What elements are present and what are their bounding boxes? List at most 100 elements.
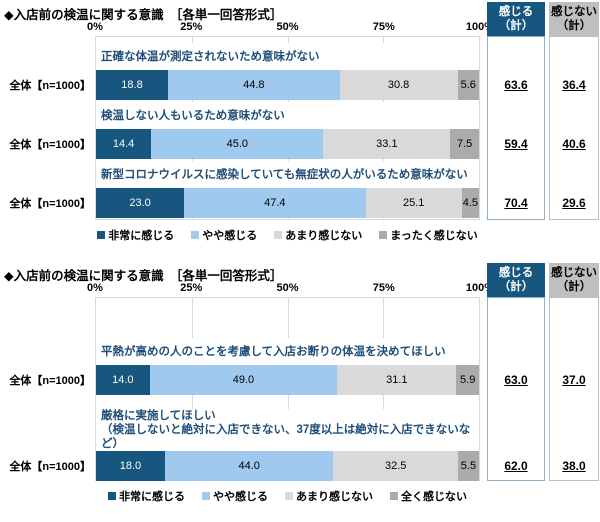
- bar-rows: 平熱が高めの人のことを考慮して入店お断りの体温を決めてほしい 全体【n=1000】…: [9, 298, 479, 481]
- x-axis-tick: 75%: [372, 282, 395, 294]
- x-axis-tick: 0%: [87, 282, 103, 294]
- question-label: 検温しない人もいるため意味がない: [96, 102, 479, 129]
- question-label: 厳格に実施してほしい （検温しないと絶対に入店できない、37度以上は絶対に入店で…: [96, 409, 479, 451]
- summary-row: 37.0: [550, 338, 598, 395]
- x-axis-tick: 75%: [372, 21, 395, 33]
- stacked-bar: 23.0 47.4 25.1 4.5: [96, 188, 479, 218]
- bar-track: 全体【n=1000】 23.0 47.4 25.1 4.5: [9, 188, 479, 218]
- summary-row: 40.6: [550, 102, 598, 159]
- summary-row: 63.0: [488, 338, 544, 395]
- not-feel-total-header: 感じない （計）: [549, 263, 599, 297]
- legend-label: あまり感じない: [296, 491, 373, 503]
- legend: 非常に感じる やや感じる あまり感じない まったく感じない: [95, 227, 480, 243]
- not-feel-total-column: 37.0 38.0: [549, 297, 599, 481]
- bar-segment: 44.8: [168, 70, 340, 100]
- bar-segment: 14.0: [96, 365, 150, 395]
- feel-total-header: 感じる （計）: [487, 263, 545, 297]
- row-category: 全体【n=1000】: [9, 375, 91, 387]
- bar-rows: 正確な体温が測定されないため意味がない 全体【n=1000】 18.8 44.8 30.…: [9, 37, 479, 218]
- x-axis-tick: 50%: [276, 21, 299, 33]
- summary-value-feel: 63.0: [504, 373, 528, 387]
- feel-total-header: 感じる （計）: [487, 2, 545, 36]
- bar-segment: 18.0: [96, 451, 165, 481]
- legend-item: あまり感じない: [285, 488, 373, 504]
- legend-swatch: [285, 492, 293, 500]
- plot-area: 正確な体温が測定されないため意味がない 全体【n=1000】 18.8 44.8 30.…: [9, 36, 480, 220]
- legend-swatch: [108, 492, 116, 500]
- legend: 非常に感じる やや感じる あまり感じない 全く感じない: [95, 488, 480, 504]
- x-axis: 0% 25% 50% 75% 100%: [87, 21, 494, 35]
- bar-row: 正確な体温が測定されないため意味がない 全体【n=1000】 18.8 44.8 30.…: [9, 43, 479, 100]
- legend-item: あまり感じない: [274, 227, 362, 243]
- legend-item: 非常に感じる: [97, 227, 174, 243]
- legend-label: 非常に感じる: [108, 230, 175, 242]
- question-label: 正確な体温が測定されないため意味がない: [96, 43, 479, 70]
- question-label: 新型コロナウイルスに感染していても無症状の人がいるため意味がない: [96, 161, 479, 188]
- bar-segment: 33.1: [323, 129, 451, 159]
- bar-track: 全体【n=1000】 18.8 44.8 30.8 5.6: [9, 70, 479, 100]
- x-axis-tick: 25%: [180, 282, 203, 294]
- summary-value-notfeel: 40.6: [562, 137, 586, 151]
- legend-swatch: [390, 492, 398, 500]
- row-category: 全体【n=1000】: [9, 139, 91, 151]
- legend-swatch: [274, 231, 283, 239]
- legend-item: 全く感じない: [390, 488, 467, 504]
- bar-segment: 45.0: [151, 129, 324, 159]
- not-feel-total-column: 36.4 40.6 29.6: [549, 36, 599, 220]
- legend-swatch: [191, 231, 200, 239]
- summary-value-feel: 59.4: [504, 137, 528, 151]
- feel-total-column: 63.6 59.4 70.4: [487, 36, 545, 220]
- legend-item: やや感じる: [191, 227, 257, 243]
- summary-value-feel: 62.0: [504, 459, 528, 473]
- legend-label: 全く感じない: [401, 491, 467, 503]
- bar-segment: 7.5: [450, 129, 479, 159]
- x-axis: 0% 25% 50% 75% 100%: [87, 282, 494, 296]
- bar-segment: 14.4: [96, 129, 152, 159]
- summary-value-feel: 63.6: [504, 78, 528, 92]
- bar-segment: 31.1: [337, 365, 457, 395]
- summary-row: 38.0: [550, 409, 598, 481]
- bar-segment: 23.0: [96, 188, 185, 218]
- legend-label: 非常に感じる: [119, 491, 185, 503]
- stacked-bar: 18.8 44.8 30.8 5.6: [96, 70, 479, 100]
- summary-row: 70.4: [488, 161, 544, 218]
- legend-swatch: [97, 231, 106, 239]
- chart-title: ◆入店前の検温に関する意識 ［各単一回答形式］: [4, 269, 283, 283]
- summary-value-notfeel: 37.0: [562, 373, 586, 387]
- x-axis-tick: 0%: [87, 21, 103, 33]
- bar-track: 全体【n=1000】 14.0 49.0 31.1 5.9: [9, 365, 479, 395]
- summary-value-notfeel: 29.6: [562, 196, 586, 210]
- not-feel-total-header: 感じない （計）: [549, 2, 599, 36]
- bar-row: 平熱が高めの人のことを考慮して入店お断りの体温を決めてほしい 全体【n=1000】…: [9, 338, 479, 395]
- feel-total-column: 63.0 62.0: [487, 297, 545, 481]
- stacked-bar: 14.4 45.0 33.1 7.5: [96, 129, 479, 159]
- bar-segment: 5.9: [456, 365, 479, 395]
- bar-row: 検温しない人もいるため意味がない 全体【n=1000】 14.4 45.0 33.1 7.…: [9, 102, 479, 159]
- summary-row: 36.4: [550, 43, 598, 100]
- legend-item: 非常に感じる: [108, 488, 185, 504]
- bar-track: 全体【n=1000】 18.0 44.0 32.5 5.5: [9, 451, 479, 481]
- summary-value-feel: 70.4: [504, 196, 528, 210]
- stacked-bar: 14.0 49.0 31.1 5.9: [96, 365, 479, 395]
- bar-segment: 32.5: [333, 451, 458, 481]
- bar-segment: 18.8: [96, 70, 168, 100]
- summary-rows: 36.4 40.6 29.6: [550, 37, 598, 218]
- summary-rows: 63.6 59.4 70.4: [488, 37, 544, 218]
- row-category: 全体【n=1000】: [9, 198, 91, 210]
- summary-value-notfeel: 38.0: [562, 459, 586, 473]
- plot-area: 平熱が高めの人のことを考慮して入店お断りの体温を決めてほしい 全体【n=1000】…: [9, 297, 480, 481]
- bar-segment: 4.5: [461, 188, 479, 218]
- summary-rows: 37.0 38.0: [550, 298, 598, 481]
- legend-item: やや感じる: [202, 488, 268, 504]
- legend-label: やや感じる: [202, 230, 258, 242]
- bar-segment: 30.8: [339, 70, 458, 100]
- legend-label: まったく感じない: [390, 230, 478, 242]
- bar-segment: 47.4: [184, 188, 366, 218]
- row-category: 全体【n=1000】: [9, 461, 91, 473]
- summary-row: 29.6: [550, 161, 598, 218]
- summary-rows: 63.0 62.0: [488, 298, 544, 481]
- bar-segment: 5.6: [457, 70, 479, 100]
- summary-value-notfeel: 36.4: [562, 78, 586, 92]
- bar-track: 全体【n=1000】 14.4 45.0 33.1 7.5: [9, 129, 479, 159]
- bar-segment: 25.1: [365, 188, 462, 218]
